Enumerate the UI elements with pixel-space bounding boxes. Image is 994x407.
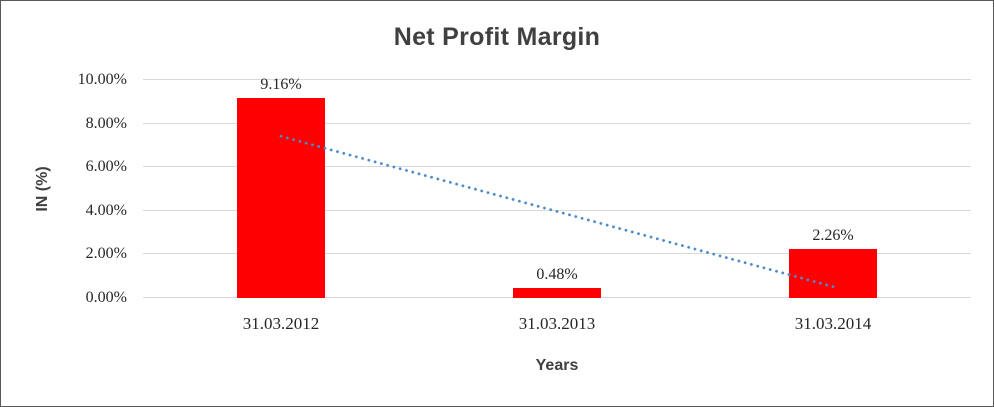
y-axis-tick-labels: 0.00% 2.00% 4.00% 6.00% 8.00% 10.00% <box>1 1 127 406</box>
y-tick-label: 6.00% <box>85 158 127 176</box>
x-tick-label-31.03.2013: 31.03.2013 <box>518 314 596 333</box>
gridline <box>143 253 971 254</box>
y-tick-label: 10.00% <box>77 71 127 88</box>
data-label-31.03.2012: 9.16% <box>260 76 302 94</box>
trendline <box>279 134 835 289</box>
chart-title: Net Profit Margin <box>393 23 601 51</box>
bar-31.03.2012 <box>237 98 325 298</box>
x-tick-label-31.03.2014: 31.03.2014 <box>794 314 872 333</box>
plot-area: 9.16% 0.48% 2.26% <box>143 76 971 298</box>
bar-31.03.2013 <box>513 287 601 298</box>
y-tick-label: 8.00% <box>85 114 127 132</box>
x-tick-label-31.03.2012: 31.03.2012 <box>242 314 320 333</box>
x-axis-title: Years <box>535 357 579 374</box>
data-label-31.03.2014: 2.26% <box>812 226 854 244</box>
y-tick-label: 2.00% <box>85 245 127 263</box>
y-tick-label: 4.00% <box>85 201 127 219</box>
gridline <box>143 166 971 167</box>
data-label-31.03.2013: 0.48% <box>536 265 578 283</box>
gridline <box>143 79 971 80</box>
y-tick-label: 0.00% <box>85 289 127 306</box>
bar-31.03.2014 <box>789 248 877 298</box>
gridline <box>143 123 971 124</box>
